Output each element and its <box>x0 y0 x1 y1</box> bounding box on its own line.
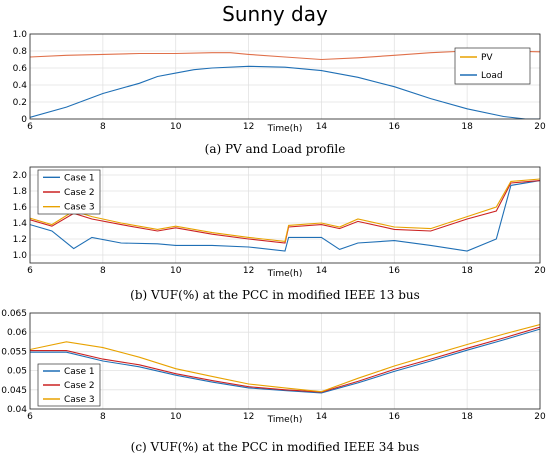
x-tick-label: 6 <box>27 266 33 276</box>
series-line-load <box>30 65 540 119</box>
x-tick-label: 18 <box>461 122 473 132</box>
x-tick-label: 10 <box>170 122 182 132</box>
x-axis-label: Time(h) <box>267 269 303 279</box>
series-line-case-1 <box>30 180 540 252</box>
y-tick-label: 0.06 <box>7 328 27 338</box>
y-tick-label: 1.0 <box>13 251 28 261</box>
x-tick-label: 20 <box>534 122 546 132</box>
y-tick-label: 0.055 <box>1 347 27 357</box>
x-tick-label: 18 <box>461 266 473 276</box>
x-tick-label: 20 <box>534 266 546 276</box>
caption-a: (a) PV and Load profile <box>205 142 346 156</box>
x-tick-label: 10 <box>170 412 182 422</box>
plot-area <box>30 167 540 263</box>
y-tick-label: 1.4 <box>13 219 28 229</box>
x-tick-label: 16 <box>389 412 401 422</box>
legend: Case 1 Case 2 Case 3 <box>37 169 101 215</box>
y-tick-label: 1.8 <box>13 187 28 197</box>
y-tick-label: 0.2 <box>13 98 27 108</box>
y-tick-label: 1.2 <box>13 235 27 245</box>
figure-title: Sunny day <box>222 2 328 26</box>
chart-panel-1: 6 8 10 12 14 16 18 20 0 0.2 0.4 0.6 0.8 1.0 Time(h) PV L… <box>13 30 546 134</box>
series-line-case-1 <box>30 328 540 394</box>
x-tick-label: 16 <box>389 266 401 276</box>
x-tick-label: 14 <box>316 412 328 422</box>
legend-label: Case 3 <box>64 203 95 213</box>
y-tick-label: 0.05 <box>7 367 27 377</box>
caption-b: (b) VUF(%) at the PCC in modified IEEE 1… <box>130 288 420 302</box>
y-tick-label: 1.6 <box>13 203 28 213</box>
chart-panel-2: 6 8 10 12 14 16 18 20 1.0 1.2 1.4 1.6 1.8 2.0 Time(h) C… <box>13 166 546 279</box>
x-tick-label: 16 <box>389 122 401 132</box>
plot-frame <box>29 166 541 264</box>
legend: PV Load <box>454 47 531 85</box>
series-line-pv <box>30 50 540 61</box>
x-tick-label: 6 <box>27 412 33 422</box>
x-tick-label: 8 <box>100 122 106 132</box>
y-tick-label: 0 <box>21 115 27 125</box>
y-tick-label: 0.4 <box>13 81 28 91</box>
x-tick-label: 14 <box>316 122 328 132</box>
x-tick-label: 14 <box>316 266 328 276</box>
legend-label: Case 3 <box>64 395 95 405</box>
y-tick-label: 0.6 <box>13 64 28 74</box>
legend-box <box>454 47 531 85</box>
x-tick-label: 10 <box>170 266 182 276</box>
x-tick-label: 18 <box>461 412 473 422</box>
legend-label: Case 2 <box>64 381 95 391</box>
series-line-case-3 <box>30 323 540 393</box>
legend: Case 1 Case 2 Case 3 <box>37 363 101 407</box>
series-line-case-3 <box>30 178 540 243</box>
legend-label: Case 2 <box>64 188 95 198</box>
chart-panel-3: 6 8 10 12 14 16 18 20 0.04 0.045 0.05 0.055 0.06 0.06… <box>1 309 546 425</box>
series-line-case-2 <box>30 326 540 393</box>
plot-frame <box>29 33 541 120</box>
plot-area <box>30 313 540 409</box>
y-tick-label: 0.045 <box>1 386 27 396</box>
x-tick-label: 6 <box>27 122 33 132</box>
x-axis-label: Time(h) <box>267 124 303 134</box>
x-tick-label: 8 <box>100 412 106 422</box>
x-tick-label: 12 <box>243 122 254 132</box>
caption-c: (c) VUF(%) at the PCC in modified IEEE 3… <box>131 440 420 454</box>
y-tick-label: 0.8 <box>13 47 28 57</box>
x-tick-label: 12 <box>243 266 254 276</box>
legend-label: Load <box>481 71 503 81</box>
legend-label: PV <box>481 53 493 63</box>
y-tick-label: 0.065 <box>1 309 27 319</box>
y-tick-label: 2.0 <box>13 171 28 181</box>
y-tick-label: 1.0 <box>13 30 28 40</box>
x-tick-label: 20 <box>534 412 546 422</box>
x-axis-label: Time(h) <box>267 415 303 425</box>
legend-label: Case 1 <box>64 173 95 183</box>
x-tick-label: 12 <box>243 412 254 422</box>
x-tick-label: 8 <box>100 266 106 276</box>
legend-label: Case 1 <box>64 367 95 377</box>
y-tick-label: 0.04 <box>7 405 27 415</box>
plot-frame <box>29 312 541 410</box>
